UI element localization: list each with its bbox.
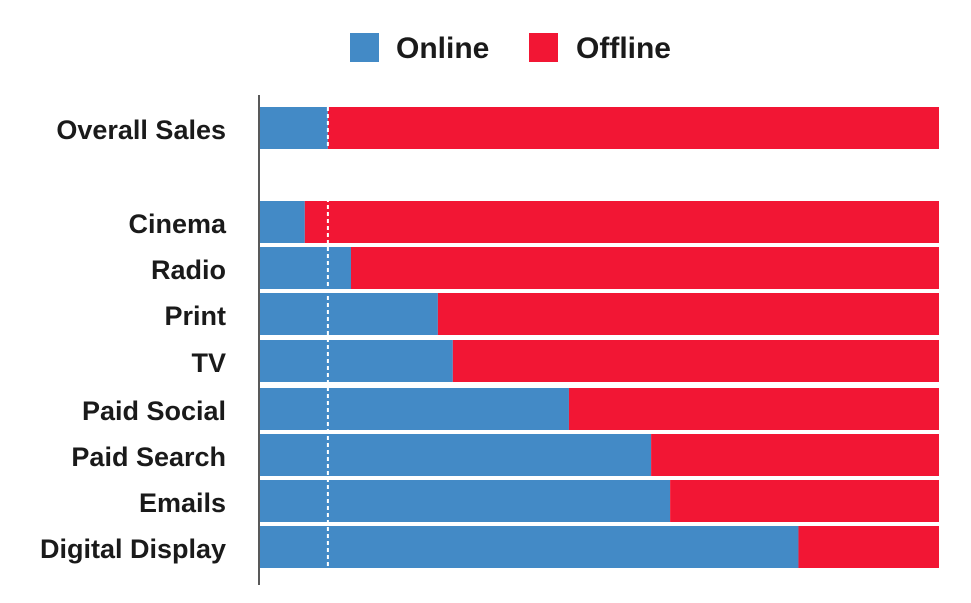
bar-offline-cinema bbox=[304, 201, 940, 243]
bar-online-cinema bbox=[260, 201, 305, 243]
bar-online-paid-social bbox=[260, 388, 569, 430]
bar-online-tv bbox=[260, 340, 453, 382]
category-label-print: Print bbox=[164, 301, 226, 331]
bar-offline-overall-sales bbox=[327, 107, 939, 149]
bars bbox=[260, 107, 940, 568]
bar-offline-paid-social bbox=[568, 388, 939, 430]
legend-swatch-offline bbox=[529, 33, 558, 62]
bar-online-overall-sales bbox=[260, 107, 328, 149]
bar-offline-print bbox=[437, 293, 939, 335]
legend-label-offline: Offline bbox=[576, 32, 671, 65]
category-label-tv: TV bbox=[191, 348, 226, 378]
legend-label-online: Online bbox=[396, 32, 489, 65]
bar-online-paid-search bbox=[260, 434, 652, 476]
bar-online-digital-display bbox=[260, 526, 799, 568]
category-labels: Overall Sales Cinema Radio Print TV Paid Soci… bbox=[40, 115, 227, 564]
bar-online-emails bbox=[260, 480, 671, 522]
bar-offline-paid-search bbox=[651, 434, 939, 476]
category-label-paid-social: Paid Social bbox=[82, 396, 226, 426]
category-label-emails: Emails bbox=[139, 488, 226, 518]
bar-offline-emails bbox=[670, 480, 939, 522]
category-label-paid-search: Paid Search bbox=[71, 442, 226, 472]
category-label-radio: Radio bbox=[151, 255, 226, 285]
bar-offline-radio bbox=[350, 247, 940, 289]
category-label-cinema: Cinema bbox=[128, 209, 227, 239]
bar-online-print bbox=[260, 293, 438, 335]
legend: Online Offline bbox=[350, 32, 671, 65]
bar-online-radio bbox=[260, 247, 351, 289]
bar-offline-tv bbox=[452, 340, 939, 382]
legend-swatch-online bbox=[350, 33, 379, 62]
category-label-digital-display: Digital Display bbox=[40, 534, 226, 564]
category-label-overall-sales: Overall Sales bbox=[56, 115, 226, 145]
bar-offline-digital-display bbox=[798, 526, 939, 568]
